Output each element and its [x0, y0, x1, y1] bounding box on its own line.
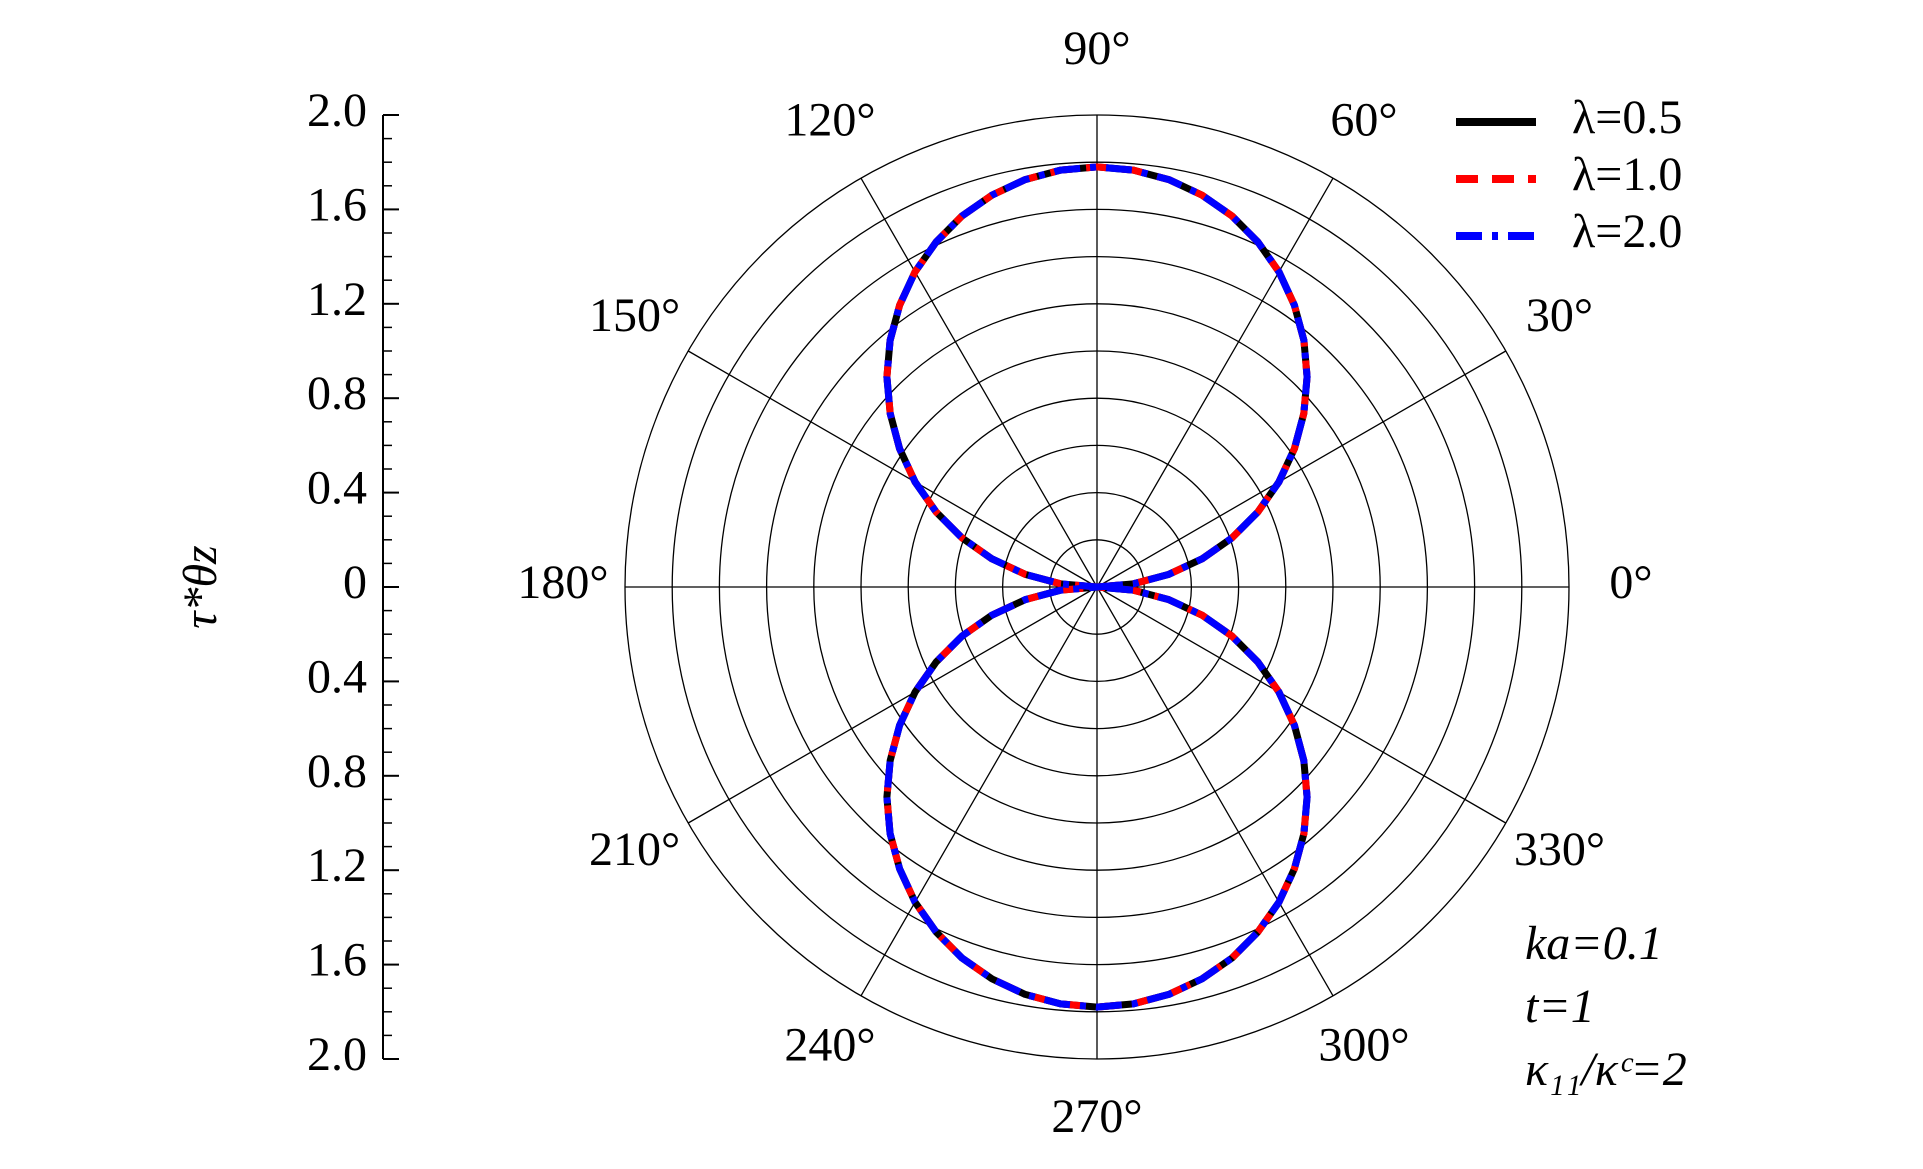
theta-tick-label: 330° — [1514, 823, 1605, 876]
theta-tick-label: 300° — [1318, 1018, 1409, 1071]
theta-tick-label: 240° — [784, 1018, 875, 1071]
annotation: t=1 — [1525, 980, 1595, 1033]
legend-label: λ=0.5 — [1572, 91, 1682, 144]
theta-tick-label: 270° — [1051, 1090, 1142, 1143]
theta-tick-label: 210° — [589, 823, 680, 876]
y-tick-label: 1.6 — [307, 178, 367, 231]
theta-tick-label: 30° — [1526, 289, 1593, 342]
y-tick-label: 0.8 — [307, 745, 367, 798]
grid-spoke — [687, 586, 1098, 824]
grid-spoke — [860, 177, 1098, 588]
legend-label: λ=1.0 — [1572, 148, 1682, 201]
y-tick-label: 0.8 — [307, 367, 367, 420]
grid-spoke — [1096, 177, 1334, 588]
grid-spoke — [1096, 350, 1507, 588]
theta-tick-label: 150° — [589, 289, 680, 342]
y-axis-label: τ*θz — [174, 545, 227, 629]
y-tick-label: 1.2 — [307, 273, 367, 326]
y-tick-label: 0.4 — [307, 462, 367, 515]
y-tick-label: 2.0 — [307, 84, 367, 137]
legend-label: λ=2.0 — [1572, 205, 1682, 258]
theta-tick-label: 0° — [1609, 556, 1652, 609]
grid-spoke — [1096, 586, 1334, 997]
annotation: κ₁₁/κᶜ=2 — [1525, 1043, 1687, 1096]
y-tick-label: 1.2 — [307, 839, 367, 892]
theta-tick-label: 60° — [1330, 94, 1397, 147]
annotation: ka=0.1 — [1525, 917, 1663, 970]
y-tick-label: 2.0 — [307, 1028, 367, 1081]
y-tick-label: 1.6 — [307, 934, 367, 987]
grid-spoke — [1096, 586, 1507, 824]
theta-tick-label: 120° — [784, 94, 875, 147]
series-line — [883, 163, 1311, 1011]
y-tick-label: 0.4 — [307, 650, 367, 703]
theta-tick-label: 180° — [517, 556, 608, 609]
grid-spoke — [687, 350, 1098, 588]
y-tick-label: 0 — [343, 556, 367, 609]
theta-tick-label: 90° — [1063, 22, 1130, 75]
grid-spoke — [860, 586, 1098, 997]
